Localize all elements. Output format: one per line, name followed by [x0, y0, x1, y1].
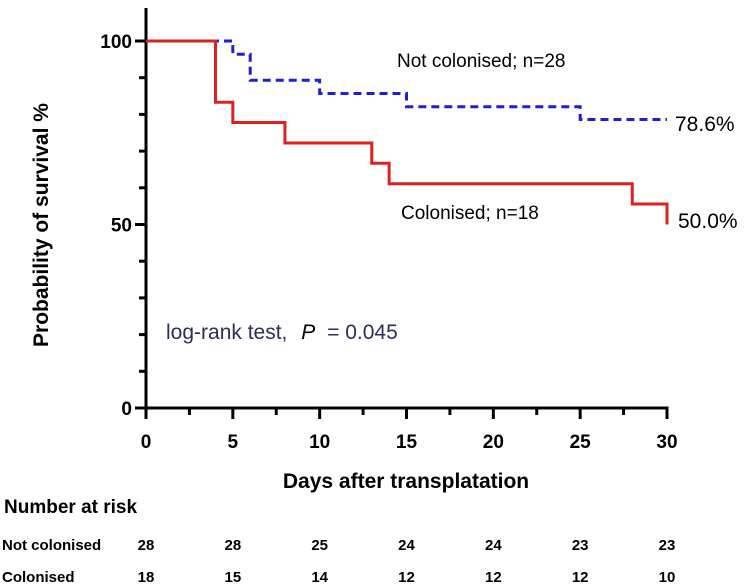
y-axis-title: Probability of survival % [30, 103, 53, 347]
series-line-colonised [146, 39, 669, 225]
axes: 0 5 10 15 20 25 30 0 50 100 [100, 8, 678, 453]
end-label-colonised: 50.0% [678, 210, 738, 233]
x-tick-label: 25 [570, 432, 592, 453]
series-layer [146, 39, 669, 225]
log-rank-annotation: log-rank test, P = 0.045 [166, 321, 398, 344]
risk-row-label-not-colonised: Not colonised [2, 537, 101, 554]
log-rank-prefix: log-rank test, [166, 321, 287, 344]
series-label-colonised: Colonised; n=18 [401, 203, 539, 224]
y-tick-label: 50 [111, 216, 132, 237]
end-label-not-colonised: 78.6% [675, 113, 735, 136]
x-tick-label: 20 [483, 432, 504, 453]
risk-table-title: Number at risk [4, 497, 137, 518]
risk-value: 25 [311, 537, 328, 554]
risk-row-label-colonised: Colonised [2, 569, 75, 586]
risk-value: 14 [311, 569, 328, 586]
risk-value: 24 [398, 537, 415, 554]
x-tick-label: 5 [228, 432, 239, 453]
risk-value: 24 [485, 537, 502, 554]
x-axis-title: Days after transplatation [283, 470, 529, 493]
risk-value: 12 [485, 569, 502, 586]
risk-value: 28 [138, 537, 155, 554]
risk-values: 28 28 25 24 24 23 23 18 15 14 12 12 12 10 [138, 537, 676, 586]
series-label-not-colonised: Not colonised; n=28 [397, 51, 565, 72]
y-tick-label: 0 [121, 399, 132, 420]
risk-table: Number at risk Not colonised Colonised 2… [2, 497, 675, 586]
risk-value: 23 [572, 537, 589, 554]
x-tick-label: 10 [309, 432, 330, 453]
p-symbol: P [301, 321, 315, 344]
risk-value: 18 [138, 569, 155, 586]
y-tick-label: 100 [100, 32, 132, 53]
risk-value: 10 [659, 569, 676, 586]
risk-value: 12 [572, 569, 589, 586]
risk-value: 23 [659, 537, 676, 554]
risk-value: 15 [224, 569, 241, 586]
x-tick-label: 0 [141, 432, 152, 453]
y-ticks: 0 50 100 [100, 32, 146, 420]
risk-value: 12 [398, 569, 415, 586]
x-tick-label: 15 [396, 432, 418, 453]
x-ticks: 0 5 10 15 20 25 30 [141, 408, 678, 453]
p-value: = 0.045 [327, 321, 398, 344]
risk-value: 28 [224, 537, 241, 554]
x-tick-label: 30 [656, 432, 677, 453]
series-line-not-colonised [146, 39, 667, 122]
